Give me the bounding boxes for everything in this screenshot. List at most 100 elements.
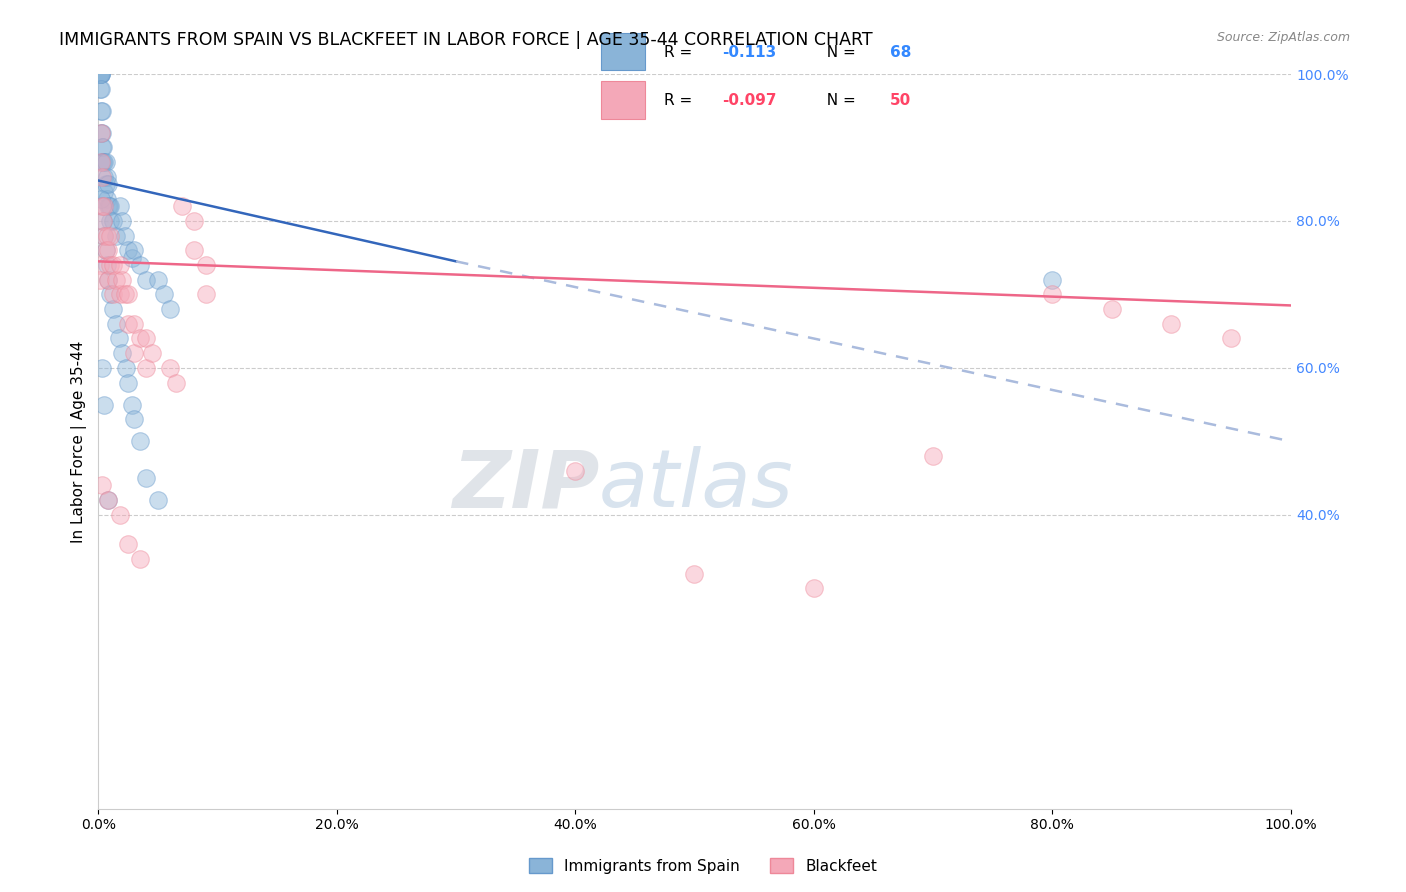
Point — [111, 214, 134, 228]
Point — [129, 552, 152, 566]
Point — [91, 214, 114, 228]
Text: 50: 50 — [890, 93, 911, 108]
Point — [94, 178, 117, 192]
Point — [122, 346, 145, 360]
Point — [90, 126, 112, 140]
Point — [135, 273, 157, 287]
Point — [93, 228, 115, 243]
Point — [129, 331, 152, 345]
Point — [135, 360, 157, 375]
Point — [194, 258, 217, 272]
Point — [93, 199, 115, 213]
Point — [153, 287, 176, 301]
Point — [183, 214, 205, 228]
Point — [91, 214, 114, 228]
Point — [121, 251, 143, 265]
Point — [1220, 331, 1243, 345]
Point — [93, 169, 115, 184]
Point — [90, 67, 112, 81]
Point — [183, 244, 205, 258]
Point — [96, 169, 118, 184]
Point — [90, 126, 112, 140]
Point — [114, 287, 136, 301]
Point — [108, 258, 131, 272]
Point — [90, 67, 112, 81]
Point — [89, 81, 111, 95]
Y-axis label: In Labor Force | Age 35-44: In Labor Force | Age 35-44 — [72, 340, 87, 542]
Point — [90, 360, 112, 375]
Point — [94, 244, 117, 258]
Point — [146, 493, 169, 508]
Text: Source: ZipAtlas.com: Source: ZipAtlas.com — [1216, 31, 1350, 45]
Point — [108, 287, 131, 301]
Point — [98, 258, 121, 272]
Point — [170, 199, 193, 213]
Point — [89, 67, 111, 81]
Text: N =: N = — [817, 93, 860, 108]
Point — [683, 566, 706, 581]
Point — [90, 126, 112, 140]
Text: ZIP: ZIP — [451, 446, 599, 524]
Point — [135, 331, 157, 345]
Point — [93, 155, 115, 169]
Point — [129, 434, 152, 449]
FancyBboxPatch shape — [602, 81, 645, 119]
Point — [165, 376, 187, 390]
Point — [159, 302, 181, 317]
Point — [129, 258, 152, 272]
Point — [117, 317, 139, 331]
Point — [194, 287, 217, 301]
Point — [90, 103, 112, 118]
Point — [141, 346, 163, 360]
Text: R =: R = — [664, 93, 697, 108]
Point — [122, 412, 145, 426]
Point — [89, 67, 111, 81]
Text: IMMIGRANTS FROM SPAIN VS BLACKFEET IN LABOR FORCE | AGE 35-44 CORRELATION CHART: IMMIGRANTS FROM SPAIN VS BLACKFEET IN LA… — [59, 31, 873, 49]
Point — [93, 398, 115, 412]
Point — [107, 331, 129, 345]
Text: N =: N = — [817, 45, 860, 60]
Point — [117, 537, 139, 551]
Point — [101, 214, 124, 228]
Legend: Immigrants from Spain, Blackfeet: Immigrants from Spain, Blackfeet — [523, 852, 883, 880]
Point — [90, 155, 112, 169]
Point — [96, 258, 118, 272]
Point — [90, 192, 112, 206]
Point — [91, 140, 114, 154]
Point — [90, 169, 112, 184]
Point — [1160, 317, 1182, 331]
Point — [90, 67, 112, 81]
Point — [105, 273, 128, 287]
Point — [1040, 287, 1063, 301]
Point — [159, 360, 181, 375]
Point — [89, 67, 111, 81]
Text: -0.097: -0.097 — [723, 93, 776, 108]
Point — [117, 376, 139, 390]
Point — [89, 273, 111, 287]
Point — [98, 199, 121, 213]
Point — [146, 273, 169, 287]
Point — [90, 155, 112, 169]
Point — [89, 67, 111, 81]
Point — [98, 214, 121, 228]
Point — [97, 199, 120, 213]
Point — [90, 199, 112, 213]
Point — [117, 244, 139, 258]
Point — [108, 199, 131, 213]
Point — [105, 228, 128, 243]
Point — [101, 258, 124, 272]
Point — [117, 287, 139, 301]
Point — [98, 287, 121, 301]
Point — [90, 199, 112, 213]
Point — [135, 471, 157, 485]
Point — [90, 103, 112, 118]
Point — [98, 199, 121, 213]
Text: -0.113: -0.113 — [723, 45, 776, 60]
Point — [114, 228, 136, 243]
Point — [108, 508, 131, 522]
Point — [97, 178, 120, 192]
Point — [121, 398, 143, 412]
Point — [105, 317, 128, 331]
Point — [94, 244, 117, 258]
Point — [90, 140, 112, 154]
